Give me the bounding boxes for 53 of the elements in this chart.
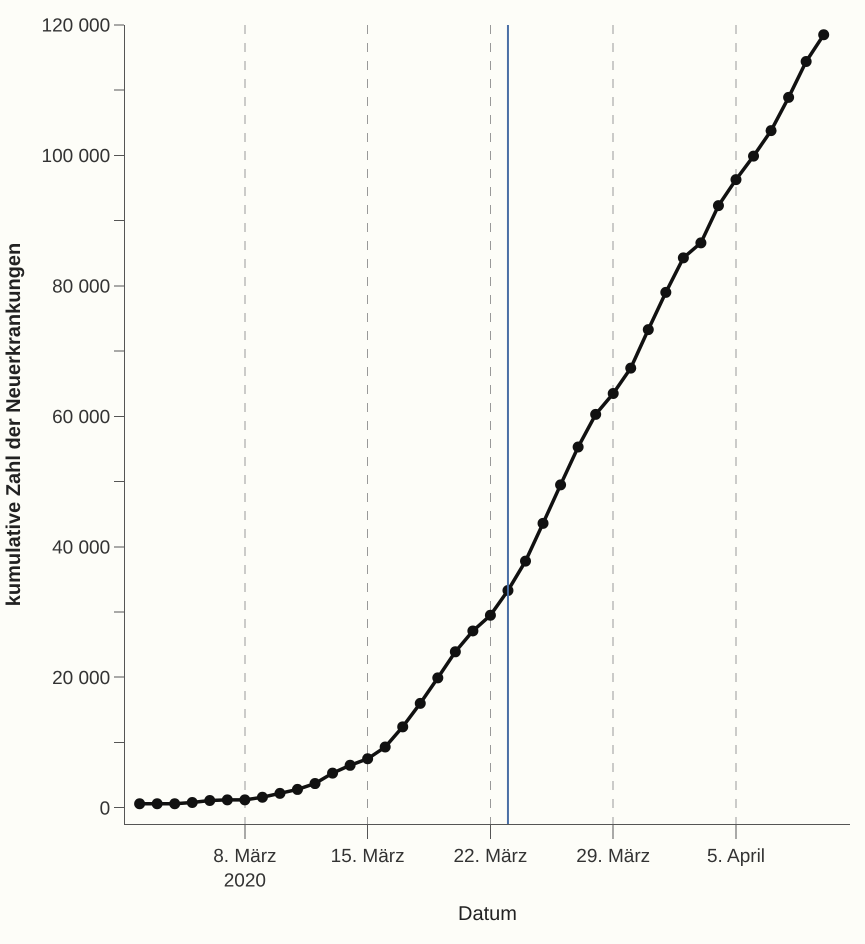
point [766,125,777,136]
point [414,698,426,709]
point [712,200,724,212]
point [608,388,619,400]
y-tick-label: 80 000 [52,276,110,298]
point [572,442,584,452]
point [380,742,391,753]
point [555,479,566,490]
point [660,286,672,298]
point [484,610,496,621]
point [186,796,198,808]
y-axis-title: kumulative Zahl der Neuerkrankungen [3,242,26,606]
point [397,721,408,732]
point [204,795,216,806]
x-tick-label: 5. April [706,846,766,867]
x-tick-label: 29. März [576,846,650,867]
y-tick-label: 100 000 [42,146,110,168]
point [310,778,321,790]
point [169,798,180,810]
point [748,150,760,162]
point [642,324,654,336]
x-tick-label: 8. März 2020 [213,846,277,892]
y-tick-label: 20 000 [52,668,110,689]
point [783,92,794,103]
point [800,56,812,68]
point [467,625,478,636]
y-tick-label: 0 [100,798,110,820]
point [432,672,444,684]
point [450,646,461,658]
y-tick-label: 40 000 [52,537,110,558]
point [818,29,830,40]
y-tick-label: 60 000 [52,407,110,428]
point [256,792,268,803]
y-tick-label: 120 000 [42,16,110,37]
point [292,784,303,795]
x-axis-title: Datum [458,903,517,925]
point [695,237,706,248]
point [590,408,602,420]
point [625,362,636,374]
x-tick-label: 15. März [330,846,405,867]
x-tick-label: 22. März [453,846,528,867]
point [344,760,356,771]
point [327,768,338,779]
point [730,174,742,186]
point [239,794,250,806]
point [274,788,286,799]
point [362,753,374,764]
point [222,794,233,806]
point [678,252,689,264]
point [520,556,531,567]
point [538,518,549,529]
point [152,798,163,810]
point [134,798,146,810]
